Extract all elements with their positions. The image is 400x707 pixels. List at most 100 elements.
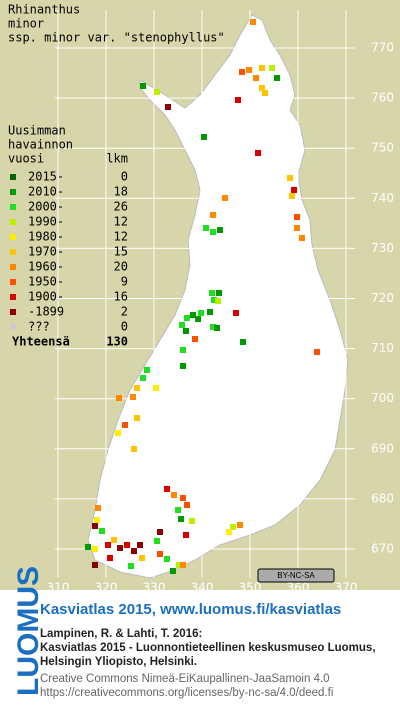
occurrence-marker xyxy=(139,555,145,561)
occurrence-marker xyxy=(207,309,213,315)
logo: LUOMUS xyxy=(12,566,45,696)
occurrence-marker xyxy=(216,290,222,296)
occurrence-marker xyxy=(291,187,297,193)
occurrence-marker xyxy=(85,544,91,550)
occurrence-marker xyxy=(253,75,259,81)
legend-swatch xyxy=(10,204,16,210)
occurrence-marker xyxy=(294,225,300,231)
title: minor xyxy=(8,17,44,31)
grid-label: 760 xyxy=(371,91,394,105)
occurrence-marker xyxy=(122,422,128,428)
grid-label: 680 xyxy=(371,491,394,505)
occurrence-marker xyxy=(250,19,256,25)
grid-label: 340 xyxy=(191,581,214,595)
cc-badge-text: BY-NC-SA xyxy=(277,571,315,580)
occurrence-marker xyxy=(239,69,245,75)
legend-label: ??? xyxy=(28,320,50,334)
footer-link[interactable]: Kasviatlas 2015, www.luomus.fi/kasviatla… xyxy=(40,601,341,618)
occurrence-marker xyxy=(154,89,160,95)
occurrence-marker xyxy=(183,328,189,334)
grid-label: 720 xyxy=(371,291,394,305)
occurrence-marker xyxy=(131,446,137,452)
occurrence-marker xyxy=(198,310,204,316)
grid-label: 740 xyxy=(371,191,394,205)
occurrence-marker xyxy=(269,65,275,71)
legend-swatch xyxy=(10,219,16,225)
occurrence-marker xyxy=(210,324,216,330)
legend-count: 12 xyxy=(114,215,128,229)
occurrence-marker xyxy=(299,235,305,241)
occurrence-marker xyxy=(289,193,295,199)
grid-label: 320 xyxy=(95,581,118,595)
occurrence-marker xyxy=(134,385,140,391)
citation: Kasviatlas 2015 - Luonnontieteellinen ke… xyxy=(40,642,376,654)
occurrence-marker xyxy=(92,562,98,568)
occurrence-marker xyxy=(259,85,265,91)
occurrence-marker xyxy=(134,415,140,421)
total-label: Yhteensä xyxy=(12,335,70,349)
legend-heading: havainnon xyxy=(8,138,73,152)
occurrence-marker xyxy=(154,538,160,544)
legend-label: 2000- xyxy=(28,200,64,214)
occurrence-marker xyxy=(192,336,198,342)
citation: Lampinen, R. & Lahti, T. 2016: xyxy=(40,628,202,640)
occurrence-marker xyxy=(178,516,184,522)
occurrence-marker xyxy=(99,528,105,534)
occurrence-marker xyxy=(203,225,209,231)
legend-count: 12 xyxy=(114,230,128,244)
grid-label: 360 xyxy=(287,581,310,595)
grid-label: 750 xyxy=(371,141,394,155)
occurrence-marker xyxy=(130,394,136,400)
occurrence-marker xyxy=(107,555,113,561)
occurrence-marker xyxy=(189,518,195,524)
occurrence-marker xyxy=(111,537,117,543)
legend-count: 2 xyxy=(121,305,128,319)
occurrence-marker xyxy=(183,532,189,538)
occurrence-marker xyxy=(314,349,320,355)
occurrence-marker xyxy=(176,562,182,568)
cc-badge xyxy=(257,568,335,583)
legend-count: 20 xyxy=(114,260,128,274)
occurrence-marker xyxy=(180,347,186,353)
occurrence-marker xyxy=(175,507,181,513)
license: Creative Commons Nimeä-EiKaupallinen-Jaa… xyxy=(40,673,330,685)
grid-label: 700 xyxy=(371,391,394,405)
grid-label: 710 xyxy=(371,341,394,355)
occurrence-marker xyxy=(179,322,185,328)
occurrence-marker xyxy=(165,104,171,110)
grid-label: 350 xyxy=(239,581,262,595)
grid-label: 690 xyxy=(371,441,394,455)
legend-swatch xyxy=(10,324,16,330)
legend-swatch xyxy=(10,309,16,315)
license-url[interactable]: https://creativecommons.org/licenses/by-… xyxy=(40,687,333,699)
occurrence-marker xyxy=(95,505,101,511)
occurrence-marker xyxy=(180,562,186,568)
legend-count-heading: lkm xyxy=(106,152,128,166)
occurrence-marker xyxy=(140,83,146,89)
occurrence-marker xyxy=(222,195,228,201)
legend-label: 1960- xyxy=(28,260,64,274)
title: Rhinanthus xyxy=(8,3,80,17)
occurrence-marker xyxy=(195,316,201,322)
grid: 310 320 330 340 350 360 370 670 680 690 700 710 720 7… xyxy=(47,10,394,595)
occurrence-marker xyxy=(116,395,122,401)
markers xyxy=(85,19,320,574)
occurrence-marker xyxy=(294,214,300,220)
occurrence-marker xyxy=(287,175,293,181)
legend-swatch xyxy=(10,264,16,270)
legend-swatch xyxy=(10,174,16,180)
occurrence-marker xyxy=(157,529,163,535)
legend-label: 2015- xyxy=(28,170,64,184)
occurrence-marker xyxy=(259,65,265,71)
legend-count: 9 xyxy=(121,275,128,289)
occurrence-marker xyxy=(170,568,176,574)
grid-label: 310 xyxy=(47,581,70,595)
legend-count: 0 xyxy=(121,320,128,334)
occurrence-marker xyxy=(171,492,177,498)
occurrence-marker xyxy=(255,150,261,156)
occurrence-marker xyxy=(164,486,170,492)
legend-label: -1899 xyxy=(28,305,64,319)
occurrence-marker xyxy=(211,297,217,303)
occurrence-marker xyxy=(210,229,216,235)
occurrence-marker xyxy=(240,339,246,345)
